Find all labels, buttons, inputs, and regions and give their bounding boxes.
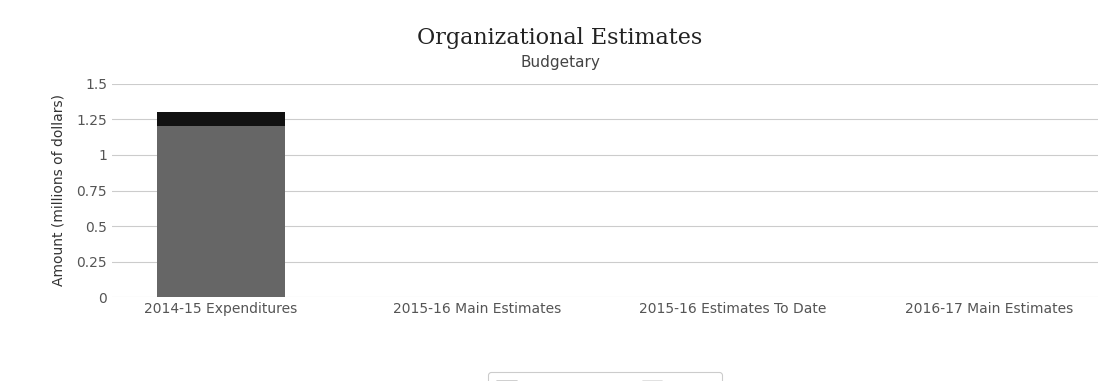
Legend: Total Statutory, Voted: Total Statutory, Voted [488,372,721,381]
Text: Organizational Estimates: Organizational Estimates [418,27,702,49]
Bar [157,126,284,297]
Text: Budgetary: Budgetary [520,55,600,70]
Y-axis label: Amount (millions of dollars): Amount (millions of dollars) [52,94,65,287]
Bar [157,112,284,126]
